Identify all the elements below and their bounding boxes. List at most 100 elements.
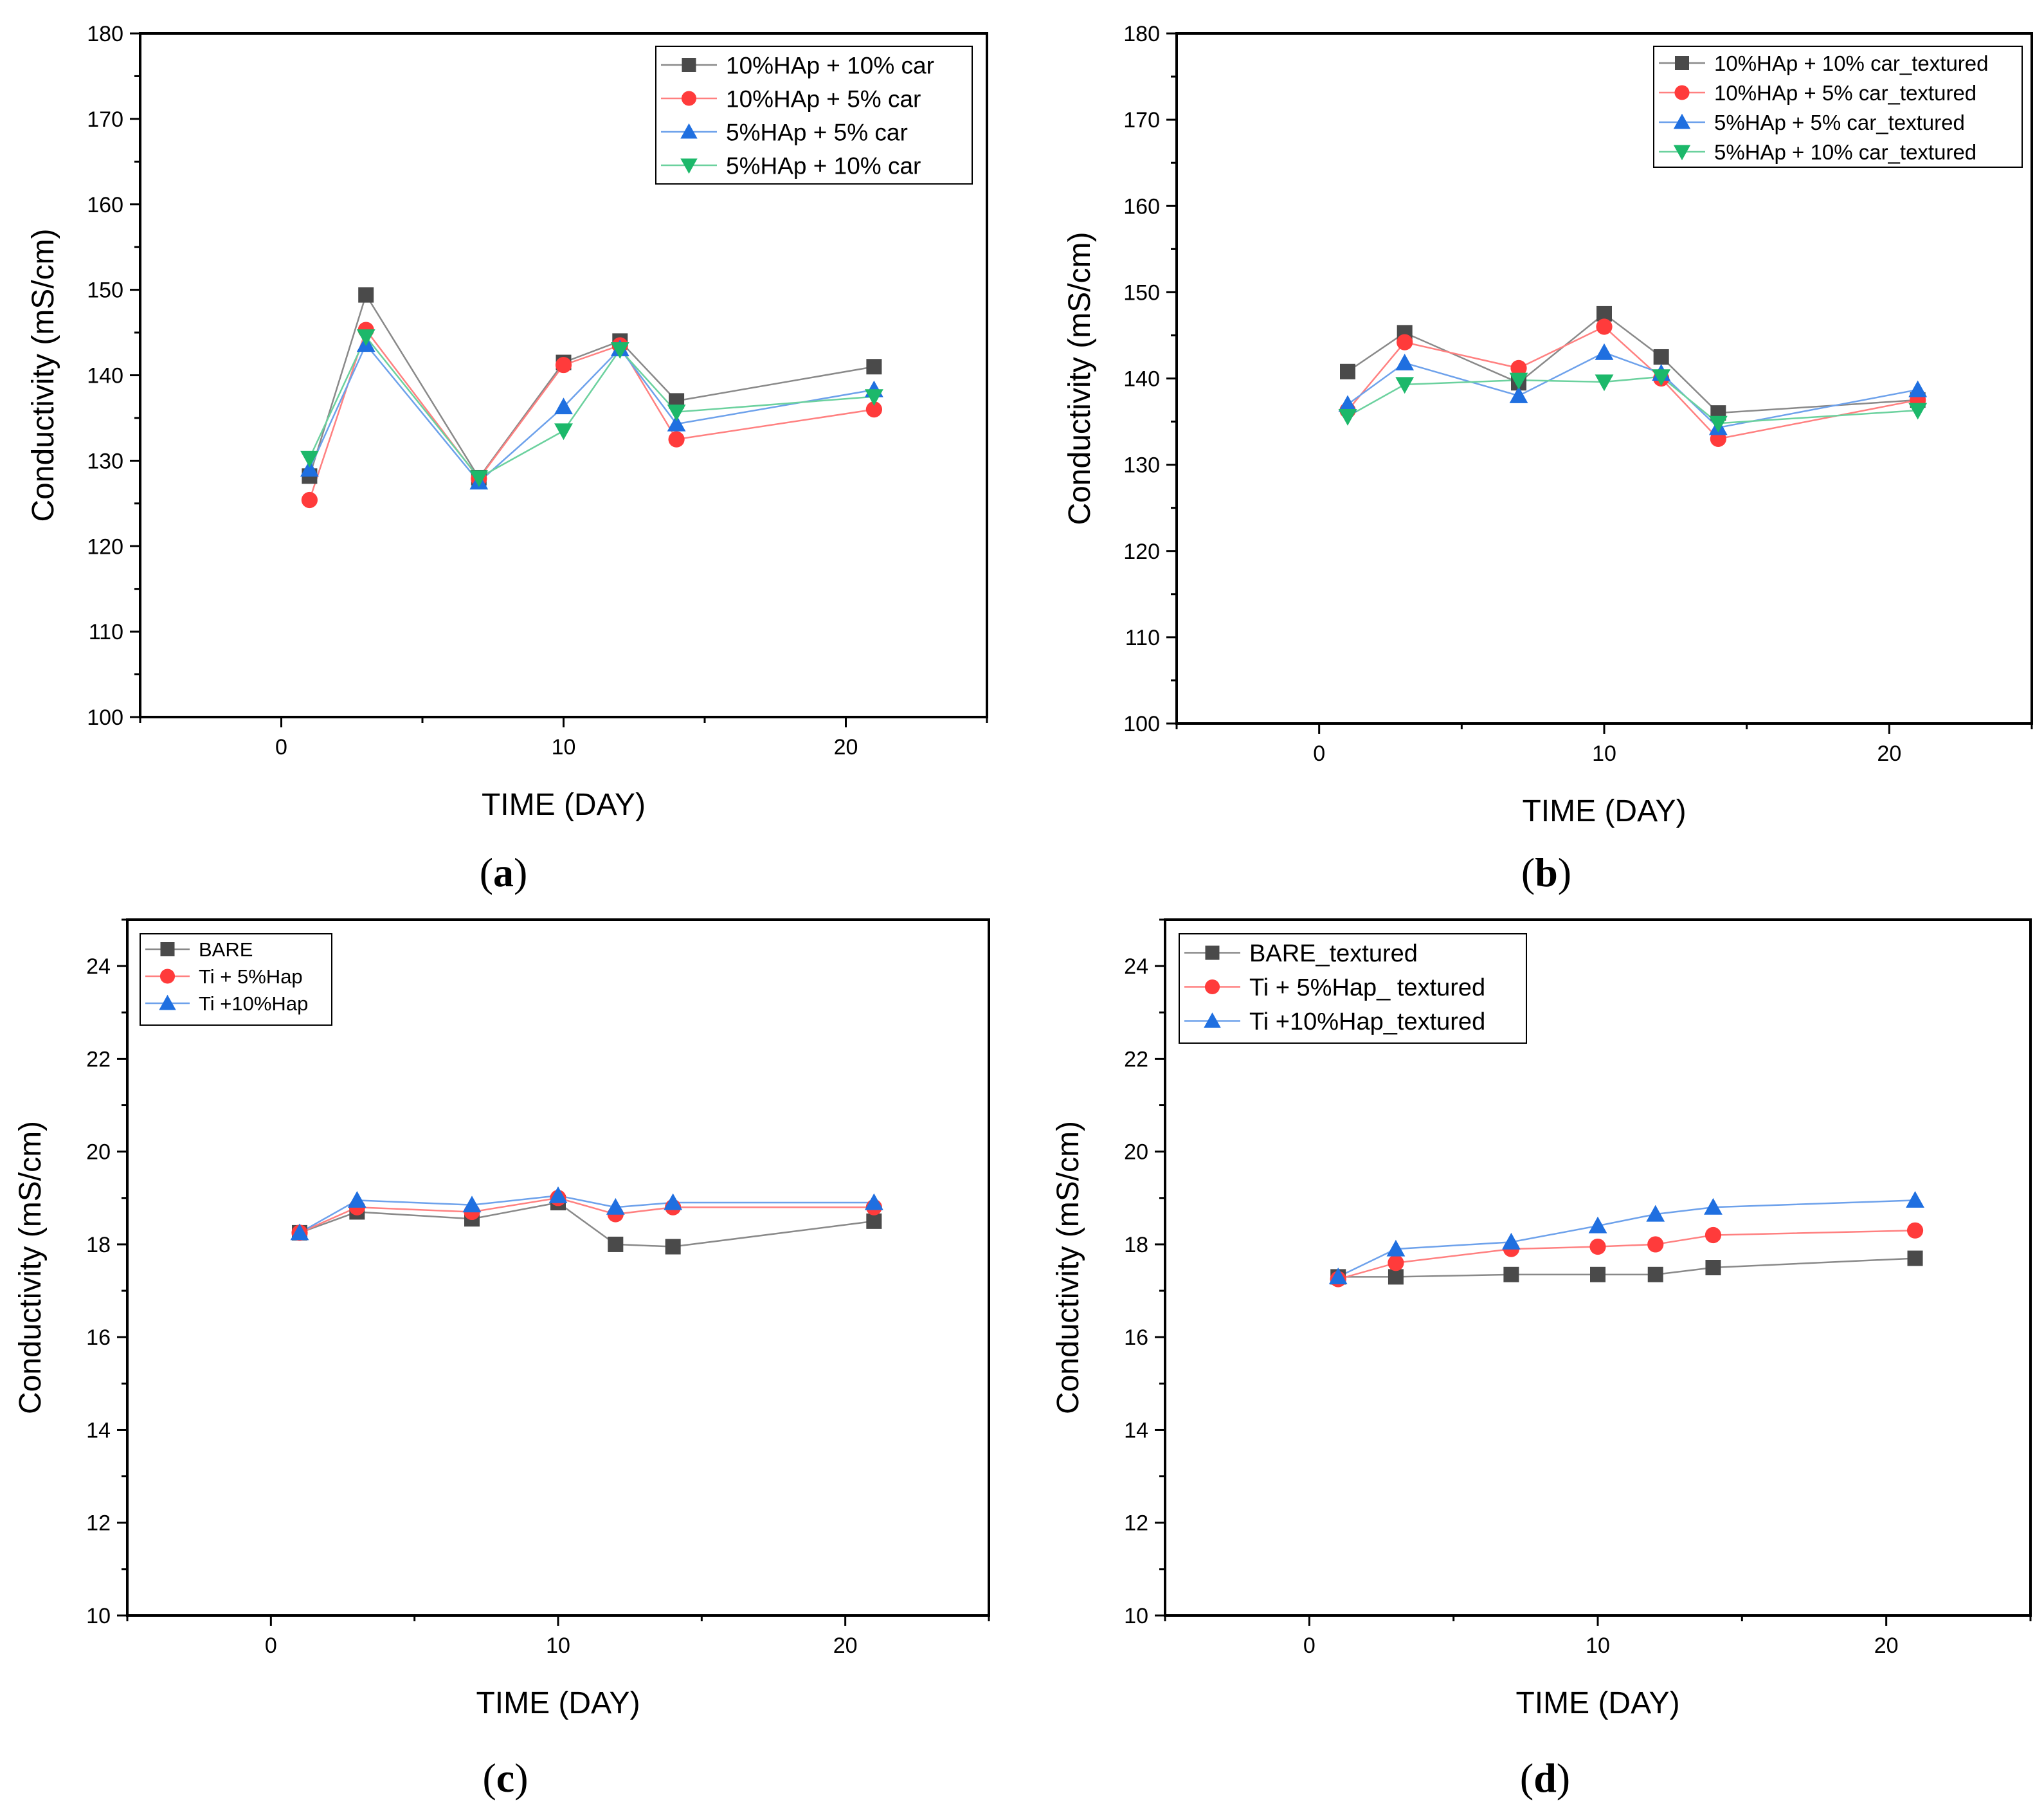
y-tick-label: 22 xyxy=(86,1047,111,1071)
y-tick-label: 130 xyxy=(1123,453,1160,478)
series-1-point-square-marker xyxy=(665,1239,681,1255)
series-2-point-circle-marker xyxy=(1705,1226,1722,1244)
series-2-point-circle-marker xyxy=(1647,1236,1664,1253)
legend-label-2: 10%HAp + 5% car xyxy=(726,86,921,112)
x-axis-title: TIME (DAY) xyxy=(1515,1686,1679,1720)
legend: BARE Ti + 5%Hap Ti +10%Hap xyxy=(140,933,332,1026)
series-3-point-triangle-marker xyxy=(1646,1205,1665,1222)
legend-label-3: 5%HAp + 5% car xyxy=(726,119,908,145)
y-tick-label: 16 xyxy=(1124,1325,1148,1350)
y-tick-label: 22 xyxy=(1124,1047,1148,1071)
series-line-2 xyxy=(309,328,874,500)
x-tick-label: 20 xyxy=(1874,1633,1899,1658)
legend-2-circle-marker xyxy=(681,91,697,106)
y-tick-label: 24 xyxy=(86,954,111,979)
chart-panel-b: 100 110 120 130 140 150 160 170 180 0 10 20 TIME (DA… xyxy=(1063,22,2033,895)
y-tick-label: 140 xyxy=(87,364,123,388)
series-line-3 xyxy=(1337,1199,1915,1278)
legend-label-1: 10%HAp + 10% car xyxy=(726,52,934,78)
series-3-point-triangle-marker xyxy=(554,397,573,415)
legend-2-circle-marker xyxy=(1204,979,1220,995)
series-4-point-triangle-down-marker xyxy=(469,470,489,487)
series-4-point-triangle-down-marker xyxy=(1509,372,1528,390)
y-tick-label: 180 xyxy=(87,22,123,46)
series-2-point-circle-marker xyxy=(301,491,318,509)
y-tick-label: 24 xyxy=(1124,954,1148,979)
panel-label-c: (c) xyxy=(482,1755,528,1801)
y-axis-title: Conductivity (mS/cm) xyxy=(1051,1121,1085,1414)
series-4-point-triangle-down-marker xyxy=(356,329,375,347)
series-2-point-circle-marker xyxy=(1596,318,1613,335)
y-tick-label: 20 xyxy=(86,1140,111,1165)
legend-label-1: BARE xyxy=(199,938,253,961)
y-tick-label: 170 xyxy=(1123,108,1160,132)
y-tick-label: 10 xyxy=(86,1604,111,1628)
legend: 10%HAp + 10% car_textured 10%HAp + 5% car… xyxy=(1653,46,2023,168)
legend-2-circle-marker xyxy=(159,969,176,984)
series-2-point-circle-marker xyxy=(1906,1222,1924,1239)
legend-4-triangle-down-marker xyxy=(1673,145,1691,161)
y-tick-label: 12 xyxy=(86,1511,111,1536)
chart-panel-d: 10 12 14 16 18 20 22 24 0 10 20 TIME (DAY) Conductiv… xyxy=(1051,918,2032,1801)
y-tick-label: 160 xyxy=(87,193,123,217)
y-tick-label: 16 xyxy=(86,1325,111,1350)
series-1-point-square-marker xyxy=(1647,1266,1663,1282)
series-3-point-triangle-marker xyxy=(1906,1191,1924,1208)
legend-2-circle-marker xyxy=(1674,85,1690,100)
y-tick-label: 120 xyxy=(1123,540,1160,564)
panel-label-a: (a) xyxy=(480,850,528,895)
y-tick-label: 150 xyxy=(87,278,123,303)
series-3-point-triangle-marker xyxy=(1509,386,1528,403)
legend-1-square-marker xyxy=(1205,945,1220,960)
legend: 10%HAp + 10% car 10%HAp + 5% car 5%HAp + 5… xyxy=(655,46,973,185)
series-4-point-triangle-down-marker xyxy=(1595,374,1614,392)
series-4-point-triangle-down-marker xyxy=(865,389,883,406)
series-4-point-triangle-down-marker xyxy=(300,450,319,468)
series-4-point-triangle-down-marker xyxy=(1908,403,1928,420)
y-tick-label: 14 xyxy=(86,1418,111,1442)
series-3-point-triangle-marker xyxy=(1908,380,1928,397)
y-tick-label: 18 xyxy=(86,1233,111,1257)
series-2-point-circle-marker xyxy=(865,401,882,418)
series-3-point-triangle-marker xyxy=(1595,343,1614,360)
panel-label-b: (b) xyxy=(1521,850,1571,895)
series-4-point-triangle-down-marker xyxy=(554,423,573,441)
y-tick-label: 110 xyxy=(1125,626,1160,650)
series-line-4 xyxy=(1347,376,1918,424)
series-line-2 xyxy=(1337,1230,1915,1280)
legend-label-3: Ti +10%Hap_textured xyxy=(1249,1008,1485,1035)
y-tick-label: 160 xyxy=(1123,194,1160,219)
series-3-point-triangle-marker xyxy=(1704,1197,1723,1215)
x-tick-label: 10 xyxy=(546,1633,570,1658)
series-1-point-square-marker xyxy=(1705,1260,1721,1275)
legend-1-square-marker xyxy=(1675,56,1689,70)
y-tick-label: 10 xyxy=(1124,1604,1148,1628)
series-3-point-triangle-marker xyxy=(1386,1239,1406,1257)
x-axis-title: TIME (DAY) xyxy=(482,788,646,822)
x-tick-label: 10 xyxy=(1592,742,1616,766)
series-1-point-square-marker xyxy=(1653,349,1669,365)
series-line-3 xyxy=(309,343,874,484)
series-3-point-triangle-marker xyxy=(1395,353,1415,370)
series-line-1 xyxy=(299,1201,874,1248)
legend-1-square-marker xyxy=(682,58,696,72)
x-tick-label: 0 xyxy=(1303,1633,1316,1658)
legend-box xyxy=(655,46,973,185)
x-tick-label: 0 xyxy=(265,1633,277,1658)
y-tick-label: 100 xyxy=(87,705,123,730)
series-1-point-square-marker xyxy=(358,287,374,303)
series-2-point-circle-marker xyxy=(1388,1255,1404,1271)
series-2-point-circle-marker xyxy=(1397,334,1413,350)
y-tick-label: 12 xyxy=(1124,1511,1148,1536)
legend-4-triangle-down-marker xyxy=(680,158,698,174)
series-3-point-triangle-marker xyxy=(347,1191,366,1208)
legend-3-triangle-marker xyxy=(1673,113,1691,129)
legend-label-2: Ti + 5%Hap_ textured xyxy=(1249,974,1485,1001)
chart-panel-a: 100 110 120 130 140 150 160 170 180 0 10 20 TIME (DA… xyxy=(26,22,988,895)
legend-3-triangle-marker xyxy=(159,994,176,1010)
y-tick-label: 110 xyxy=(89,620,123,644)
y-tick-label: 140 xyxy=(1123,367,1160,392)
series-1-point-square-marker xyxy=(1388,1269,1404,1285)
series-2-point-circle-marker xyxy=(1589,1238,1606,1255)
